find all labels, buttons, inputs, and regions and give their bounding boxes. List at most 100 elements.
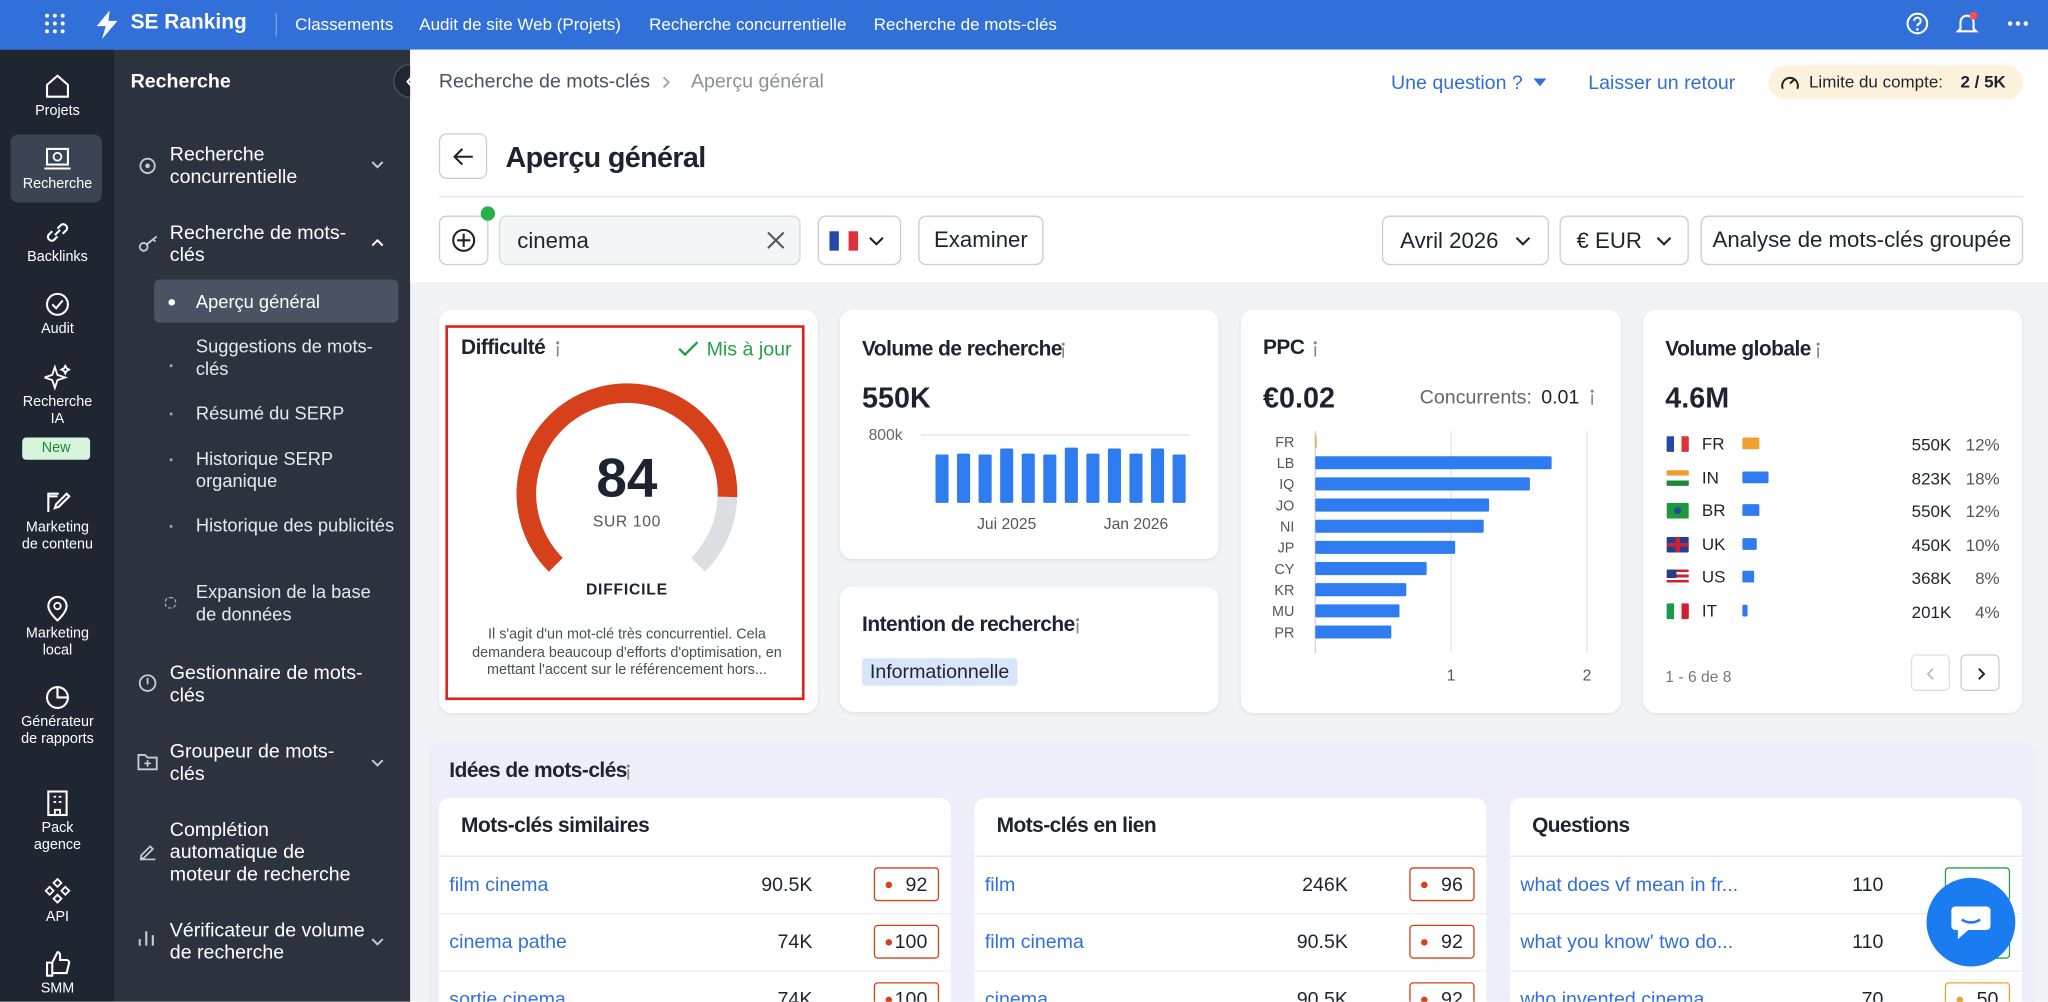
- bulk-analysis-button[interactable]: Analyse de mots-clés groupée: [1700, 215, 2024, 266]
- nav-item[interactable]: Marketing de contenu: [21, 519, 94, 553]
- nav-item[interactable]: Audit: [41, 321, 74, 337]
- level: DIFFICILE: [585, 579, 668, 599]
- y-tick-label: CY: [1274, 562, 1294, 578]
- info-icon[interactable]: [1059, 342, 1067, 358]
- divider: [974, 970, 1487, 972]
- nav-item[interactable]: Projets: [35, 103, 80, 119]
- y-tick-label: LB: [1277, 456, 1295, 472]
- nav-item[interactable]: API: [45, 909, 70, 925]
- flag: [1666, 569, 1689, 586]
- divider: [438, 855, 951, 857]
- bar: [1064, 447, 1078, 503]
- info-icon[interactable]: [554, 341, 562, 357]
- difficulty-badge: 96: [1409, 867, 1475, 902]
- nav-item[interactable]: Recherche IA: [22, 394, 93, 428]
- keyword-link[interactable]: what you know' two do...: [1520, 931, 1734, 954]
- info-icon[interactable]: [624, 764, 632, 780]
- share-label: 4%: [1975, 602, 2000, 622]
- chat-button[interactable]: [1926, 877, 2016, 967]
- dot: [169, 525, 173, 528]
- sidebar-subitem[interactable]: Suggestions de mots-clés: [195, 335, 373, 379]
- volume: 246K: [1302, 873, 1348, 896]
- sidebar-item[interactable]: Complétion automatique de moteur de rech…: [169, 818, 351, 886]
- nav-link[interactable]: Classements: [295, 14, 394, 34]
- sidebar-subitem[interactable]: Expansion de la base de données: [195, 581, 371, 625]
- country: FR: [1701, 433, 1725, 454]
- nav-link[interactable]: Recherche concurrentielle: [649, 14, 847, 34]
- currency-select[interactable]: € EUR: [1559, 215, 1689, 266]
- share-label: 12%: [1965, 434, 2000, 455]
- notifications-icon[interactable]: [1954, 10, 1980, 36]
- keyword-link[interactable]: film cinema: [984, 931, 1084, 954]
- more-icon[interactable]: [2007, 21, 2029, 28]
- sidebar-subitem[interactable]: Historique SERP organique: [195, 447, 333, 492]
- keyword-link[interactable]: film cinema: [449, 873, 549, 896]
- examine-button[interactable]: Examiner: [918, 215, 1044, 266]
- sidebar-item[interactable]: Vérificateur de volume de recherche: [169, 919, 365, 964]
- pagination: 1 - 6 de 8: [1665, 667, 1732, 686]
- nav-item[interactable]: Backlinks: [27, 249, 88, 266]
- keyword-link[interactable]: who invented cinema...: [1520, 988, 1721, 1002]
- sidebar-subitem[interactable]: Historique des publicités: [195, 514, 395, 536]
- sidebar-subitem[interactable]: Aperçu général: [195, 291, 320, 313]
- nav-item[interactable]: Marketing local: [25, 625, 89, 659]
- nav-link[interactable]: Recherche de mots-clés: [873, 14, 1057, 34]
- difficulty-value: 92: [905, 873, 928, 896]
- country: UK: [1701, 533, 1726, 554]
- prev-page[interactable]: [1910, 654, 1951, 691]
- new-badge: New: [22, 437, 91, 460]
- country: IT: [1701, 600, 1717, 621]
- dot: [169, 412, 173, 416]
- nav-icon: [45, 74, 69, 98]
- sidebar-subitem[interactable]: Résumé du SERP: [195, 402, 345, 424]
- difficulty-value: 50: [1976, 988, 1999, 1002]
- info-icon[interactable]: [1311, 341, 1319, 357]
- chevron: [371, 938, 384, 946]
- sidebar-item[interactable]: Recherche de mots-clés: [169, 222, 347, 267]
- keyword-link[interactable]: film: [984, 873, 1016, 896]
- apps-icon[interactable]: [44, 13, 65, 34]
- nav-item[interactable]: Générateur de rapports: [21, 714, 94, 748]
- date-select[interactable]: Avril 2026: [1381, 215, 1550, 266]
- info-icon[interactable]: [1074, 618, 1082, 634]
- country-select[interactable]: [817, 215, 902, 266]
- question-link[interactable]: Une question ?: [1391, 71, 1523, 95]
- country: BR: [1701, 500, 1726, 521]
- sidebar-item[interactable]: Gestionnaire de mots-clés: [169, 662, 363, 707]
- global-volume-card: [1643, 309, 2022, 714]
- add-button[interactable]: [438, 215, 489, 266]
- volume: 550K: [1911, 501, 1952, 522]
- difficulty-badge: 92: [1409, 982, 1475, 1002]
- account-limit[interactable]: Limite du compte: 2 / 5K: [1768, 65, 2024, 100]
- gauge-track: [690, 496, 738, 572]
- info-icon[interactable]: [1588, 389, 1596, 405]
- nav-icon: [47, 790, 68, 817]
- logo: [96, 10, 118, 40]
- info-icon[interactable]: [1814, 342, 1822, 358]
- global-value: 4.6M: [1665, 381, 1730, 415]
- brand[interactable]: SE Ranking: [130, 11, 247, 34]
- bar: [1315, 583, 1407, 597]
- intent-tag: Informationnelle: [862, 658, 1018, 686]
- nav-item[interactable]: SMM: [40, 980, 75, 997]
- feedback-link[interactable]: Laisser un retour: [1588, 71, 1736, 95]
- back-button[interactable]: [438, 133, 488, 179]
- bar: [1315, 540, 1456, 554]
- nav-item[interactable]: Pack agence: [33, 820, 82, 853]
- keyword-link[interactable]: cinema pathe: [449, 931, 567, 954]
- sidebar-item[interactable]: Groupeur de mots-clés: [169, 740, 335, 785]
- breadcrumb-link[interactable]: Recherche de mots-clés: [438, 70, 651, 93]
- sidebar-item[interactable]: Recherche concurrentielle: [169, 143, 298, 189]
- nav-link[interactable]: Audit de site Web (Projets): [419, 14, 621, 34]
- keyword-link[interactable]: cinema: [984, 988, 1048, 1002]
- keyword-link[interactable]: sortie cinema: [449, 988, 566, 1002]
- difficulty-badge: 92: [1409, 924, 1475, 959]
- nav-item[interactable]: Recherche: [22, 176, 93, 192]
- dot: [169, 458, 173, 462]
- next-page[interactable]: [1960, 654, 2000, 691]
- keyword-link[interactable]: what does vf mean in fr...: [1520, 873, 1739, 896]
- section-title: Idées de mots-clés: [449, 760, 627, 783]
- search-input[interactable]: cinema: [498, 215, 801, 266]
- help-icon[interactable]: [1906, 12, 1930, 36]
- x-tick-label: Jui 2025: [977, 516, 1036, 533]
